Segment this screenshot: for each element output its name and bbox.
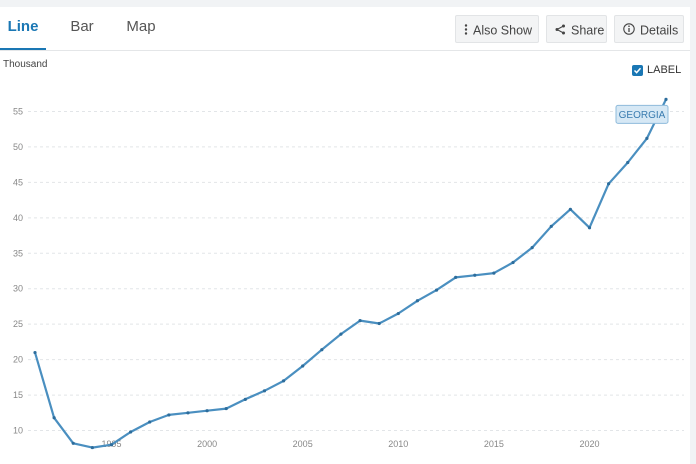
y-tick-label: 35	[13, 248, 23, 258]
data-point[interactable]	[473, 273, 477, 277]
tab-map[interactable]: Map	[126, 18, 156, 35]
y-tick-label: 40	[13, 213, 23, 223]
grid-lines	[28, 110, 684, 432]
data-point[interactable]	[568, 207, 572, 211]
x-tick-label: 2000	[197, 439, 217, 449]
x-tick-label: 2005	[293, 439, 313, 449]
info-circle-icon	[623, 17, 635, 45]
data-point[interactable]	[224, 406, 228, 411]
chart-panel: Line Bar Map Also Show Share Details Tho…	[0, 7, 690, 464]
y-tick-label: 10	[13, 426, 23, 436]
vertical-dots-icon	[464, 17, 468, 45]
data-point[interactable]	[148, 420, 152, 424]
y-tick-label: 25	[13, 319, 23, 329]
data-point[interactable]	[377, 321, 381, 326]
series-georgia	[33, 97, 668, 450]
series-line[interactable]	[33, 98, 667, 449]
share-icon	[555, 17, 566, 45]
x-tick-label: 2010	[388, 439, 408, 449]
data-point[interactable]	[33, 350, 37, 355]
details-button[interactable]: Details	[614, 15, 684, 43]
x-tick-label: 2015	[484, 439, 504, 449]
data-point[interactable]	[109, 443, 114, 447]
x-axis-ticks: 199520002005201020152020	[101, 439, 599, 449]
data-point[interactable]	[607, 182, 611, 186]
data-point[interactable]	[454, 275, 458, 279]
data-point[interactable]	[415, 299, 420, 303]
data-point[interactable]	[664, 97, 668, 101]
share-button[interactable]: Share	[546, 15, 607, 43]
data-point[interactable]	[339, 332, 343, 336]
data-point[interactable]	[645, 136, 649, 140]
label-toggle-text: LABEL	[647, 64, 682, 77]
share-label: Share	[571, 23, 605, 38]
data-point[interactable]	[320, 348, 324, 352]
also-show-label: Also Show	[473, 23, 533, 38]
data-point[interactable]	[71, 441, 75, 445]
x-tick-label: 2020	[579, 439, 599, 449]
data-point[interactable]	[243, 397, 247, 401]
data-point[interactable]	[301, 364, 305, 368]
label-toggle[interactable]: LABEL	[632, 63, 681, 79]
y-tick-label: 15	[13, 390, 23, 400]
series-label-badge: GEORGIA	[615, 104, 669, 124]
y-tick-label: 55	[13, 106, 23, 116]
data-point[interactable]	[205, 409, 209, 413]
tab-bar[interactable]: Bar	[70, 18, 94, 35]
data-point[interactable]	[587, 226, 592, 230]
data-point[interactable]	[626, 160, 630, 165]
details-label: Details	[640, 23, 679, 38]
data-point[interactable]	[492, 271, 496, 275]
label-checkbox[interactable]	[632, 64, 643, 76]
data-point[interactable]	[186, 411, 190, 415]
data-point[interactable]	[52, 416, 56, 420]
y-axis-unit-label: Thousand	[3, 59, 48, 70]
data-point[interactable]	[511, 260, 515, 265]
data-point[interactable]	[434, 288, 439, 292]
data-point[interactable]	[262, 389, 267, 393]
data-point[interactable]	[281, 379, 286, 383]
series-badge-label: GEORGIA	[619, 110, 666, 121]
data-point[interactable]	[549, 224, 553, 228]
data-point[interactable]	[358, 319, 362, 323]
data-point[interactable]	[129, 430, 133, 434]
y-tick-label: 20	[13, 355, 23, 365]
tab-line[interactable]: Line	[0, 7, 46, 50]
y-tick-label: 30	[13, 284, 23, 294]
chart-type-tabs: Line Bar Map Also Show Share Details	[0, 7, 690, 51]
data-point[interactable]	[530, 246, 534, 250]
data-point[interactable]	[167, 413, 171, 417]
y-tick-label: 45	[13, 177, 23, 187]
series-badge-box	[615, 104, 669, 124]
y-tick-label: 50	[13, 142, 23, 152]
data-point[interactable]	[396, 311, 400, 316]
y-axis-ticks: 10 15 20 25 30 35 40 45 50 55	[13, 106, 23, 435]
data-point[interactable]	[90, 445, 94, 450]
also-show-button[interactable]: Also Show	[455, 15, 539, 43]
